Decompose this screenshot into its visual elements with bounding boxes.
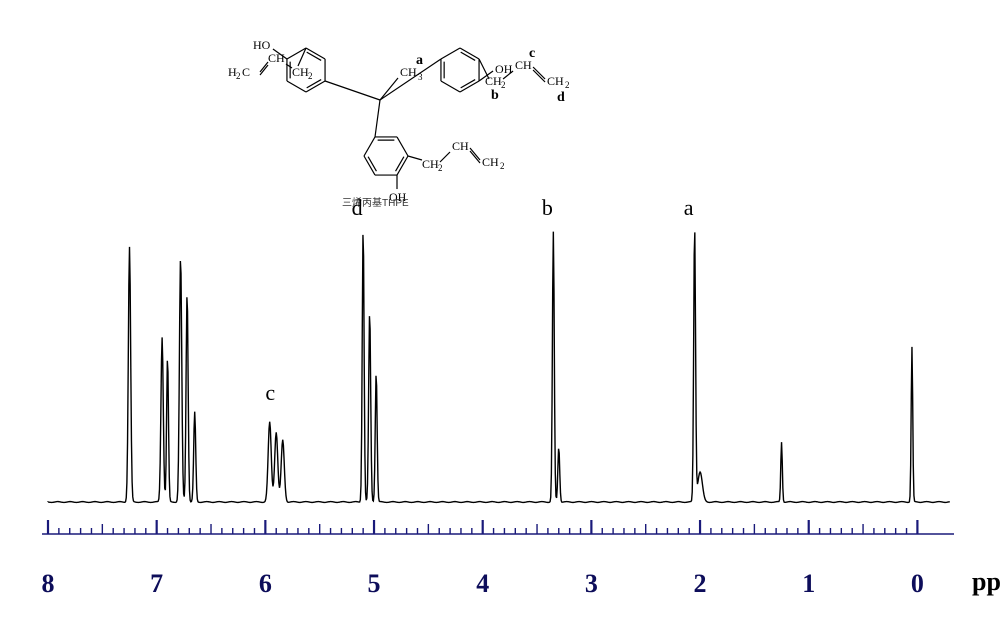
svg-text:CH: CH xyxy=(482,155,499,169)
svg-text:CH: CH xyxy=(452,139,469,153)
struct-label-c: c xyxy=(529,46,535,61)
structure-caption-main: THPE xyxy=(382,198,409,209)
axis-unit: ppm xyxy=(972,567,1000,596)
spectrum-trace xyxy=(48,232,950,503)
svg-text:2: 2 xyxy=(565,80,570,90)
svg-text:C: C xyxy=(422,157,430,171)
svg-text:2: 2 xyxy=(500,161,505,171)
axis-tick-8: 8 xyxy=(42,569,55,598)
struct-label-b: b xyxy=(491,88,499,103)
axis-tick-2: 2 xyxy=(694,569,707,598)
svg-text:CH: CH xyxy=(547,74,564,88)
ppm-axis: 8 7 6 5 4 3 2 1 0 ppm xyxy=(42,520,1000,598)
peak-label-d: d xyxy=(352,195,363,220)
axis-tick-0: 0 xyxy=(911,569,924,598)
svg-text:2: 2 xyxy=(501,80,506,90)
peak-label-b: b xyxy=(542,195,553,220)
svg-text:2: 2 xyxy=(308,71,313,81)
nmr-figure: CH3aHOCH2CHH2COHCH2bCHcCH2dOHCH2CHCH2三烯丙… xyxy=(0,0,1000,627)
axis-tick-6: 6 xyxy=(259,569,272,598)
struct-label-a: a xyxy=(416,53,423,68)
nmr-spectrum: d c b a xyxy=(48,195,950,502)
axis-tick-3: 3 xyxy=(585,569,598,598)
struct-label-d: d xyxy=(557,90,565,105)
svg-text:HO: HO xyxy=(253,38,271,52)
chemical-structure: CH3aHOCH2CHH2COHCH2bCHcCH2dOHCH2CHCH2三烯丙… xyxy=(228,38,570,209)
figure-svg: CH3aHOCH2CHH2COHCH2bCHcCH2dOHCH2CHCH2三烯丙… xyxy=(0,0,1000,627)
svg-text:2: 2 xyxy=(236,71,241,81)
svg-text:C: C xyxy=(242,65,250,79)
axis-tick-1: 1 xyxy=(802,569,815,598)
axis-tick-5: 5 xyxy=(368,569,381,598)
peak-label-c: c xyxy=(265,380,275,405)
svg-text:CH: CH xyxy=(268,51,285,65)
axis-tick-4: 4 xyxy=(476,569,489,598)
svg-text:C: C xyxy=(485,74,493,88)
axis-tick-7: 7 xyxy=(150,569,163,598)
svg-text:C: C xyxy=(292,65,300,79)
svg-text:2: 2 xyxy=(438,163,443,173)
peak-label-a: a xyxy=(684,195,694,220)
